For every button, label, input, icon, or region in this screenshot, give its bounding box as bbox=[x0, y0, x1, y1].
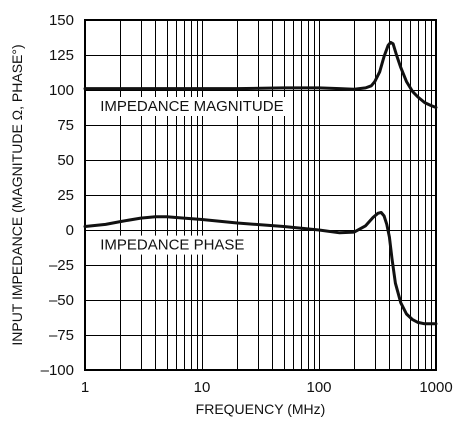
x-tick-label: 1000 bbox=[419, 379, 452, 396]
y-tick-label: –100 bbox=[41, 362, 74, 379]
x-tick-label: 10 bbox=[194, 379, 211, 396]
series-label-background bbox=[97, 97, 287, 116]
y-tick-label: 125 bbox=[49, 47, 74, 64]
y-tick-labels: 150 125 100 75 50 25 0 –25 –50 –75 –100 bbox=[41, 12, 74, 379]
y-tick-label: 0 bbox=[66, 222, 74, 239]
y-axis-title: INPUT IMPEDANCE (MAGNITUDE Ω, PHASE°) bbox=[9, 44, 25, 345]
series-label-background bbox=[97, 235, 248, 255]
x-tick-label: 1 bbox=[81, 379, 89, 396]
y-tick-label: –25 bbox=[49, 257, 74, 274]
series-line-magnitude bbox=[83, 40, 438, 109]
x-tick-label: 100 bbox=[306, 379, 331, 396]
x-axis-title: FREQUENCY (MHz) bbox=[196, 401, 326, 417]
series-label: IMPEDANCE PHASE bbox=[100, 237, 244, 254]
y-tick-label: 150 bbox=[49, 12, 74, 29]
series-layer bbox=[83, 40, 438, 326]
y-tick-label: 50 bbox=[57, 152, 74, 169]
series-line-phase bbox=[83, 211, 438, 326]
y-tick-label: –75 bbox=[49, 327, 74, 344]
plot-frame bbox=[84, 19, 437, 371]
annotations: IMPEDANCE MAGNITUDE IMPEDANCE PHASE bbox=[97, 97, 287, 255]
y-tick-label: 100 bbox=[49, 82, 74, 99]
y-tick-label: –50 bbox=[49, 292, 74, 309]
x-tick-labels: 1 10 100 1000 bbox=[81, 379, 453, 396]
y-tick-label: 75 bbox=[57, 117, 74, 134]
grid bbox=[85, 20, 436, 370]
y-tick-label: 25 bbox=[57, 187, 74, 204]
series-label: IMPEDANCE MAGNITUDE bbox=[100, 98, 283, 115]
